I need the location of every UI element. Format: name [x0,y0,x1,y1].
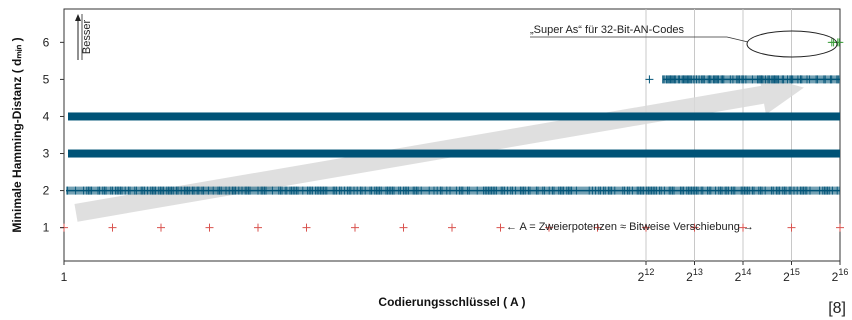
data-point-d1 [254,223,262,232]
series-band-d4 [68,112,840,121]
y-axis-ticks: 1 2 3 4 5 6 [43,35,64,235]
trend-arrow [74,75,804,222]
data-point-d1 [399,223,408,232]
data-point-d1 [496,223,505,232]
x-axis-title: Codierungsschlüssel ( A ) [378,295,525,309]
y-tick-label: 4 [43,109,50,123]
x-tick-label: 215 [783,267,800,284]
powers-label: ← A = Zweierpotenzen ≈ Bitweise Verschie… [506,221,754,233]
x-tick-label: 212 [638,267,655,284]
y-tick-label: 5 [43,72,50,86]
y-tick-label: 2 [43,184,50,198]
x-tick-label: 214 [735,267,752,284]
trend-arrow-shape [74,75,804,222]
y-tick-label: 1 [43,221,50,235]
data-point-d1 [787,223,796,232]
x-tick-exponent: 14 [741,267,751,277]
y-tick-label: 6 [43,35,50,49]
plot-area [63,8,841,262]
y-tick-label: 3 [43,147,50,161]
x-tick-label: 213 [686,267,703,284]
data-marks [60,38,844,232]
data-point-d1 [157,223,165,232]
data-point-d1 [593,223,602,232]
data-point-d1 [205,223,214,232]
data-point-d1 [836,223,844,232]
x-tick-label: 1 [61,270,68,284]
data-point-d1 [642,223,650,232]
data-point-d1 [302,223,311,232]
data-point-d1 [351,223,359,232]
super-as-leader [726,36,749,43]
data-point-d5 [645,75,654,84]
data-point-d1 [448,223,456,232]
super-as-ellipse [746,30,838,58]
data-point-d1 [739,223,747,232]
x-tick-exponent: 12 [644,267,654,277]
x-tick-exponent: 13 [693,267,703,277]
data-point-d1 [108,223,117,232]
better-label: Besser [81,20,93,55]
x-tick-label: 216 [832,267,849,284]
super-as-label: „Super As“ für 32-Bit-AN-Codes [530,24,685,36]
better-arrow-head [75,14,81,21]
reference-label: [8] [828,300,846,317]
x-tick-exponent: 15 [790,267,800,277]
y-axis-title: Minimale Hamming-Distanz ( dₘᵢₙ ) [10,37,24,232]
series-band-d3 [68,149,840,158]
x-axis-ticks: 1 212 213 214 215 216 [61,261,849,284]
data-point-d1 [690,223,699,232]
grid [645,9,792,261]
data-point-d1 [545,223,553,232]
x-tick-exponent: 16 [838,267,848,277]
